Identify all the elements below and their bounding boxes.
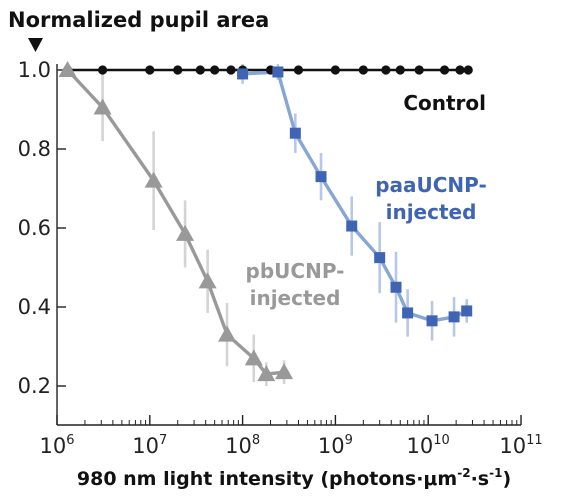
data-point <box>346 220 358 232</box>
axes: 0.2 0.4 0.6 0.8 1.0 106 107 108 109 1010 1011 <box>18 58 543 458</box>
series-line <box>66 68 285 376</box>
data-point <box>173 65 183 75</box>
y-axis-label: Normalized pupil area <box>8 8 269 32</box>
series-label-paaucnp: injected <box>386 200 477 224</box>
data-point <box>244 349 263 366</box>
data-point <box>330 65 340 75</box>
x-tick-label: 108 <box>225 433 260 458</box>
data-point <box>414 65 424 75</box>
data-point <box>315 171 327 183</box>
data-point <box>218 325 237 342</box>
y-axis-arrow <box>28 38 43 52</box>
data-point <box>390 281 402 293</box>
series-markers <box>58 61 473 382</box>
x-tick-label: 109 <box>318 433 353 458</box>
data-point <box>145 65 155 75</box>
data-point <box>426 315 438 327</box>
y-tick-label: 0.2 <box>18 374 51 398</box>
series-label-control: Control <box>403 91 486 115</box>
data-point <box>144 171 163 188</box>
data-point <box>237 68 249 80</box>
data-point <box>93 98 112 115</box>
data-point <box>439 65 450 75</box>
series-label-pbucnp: pbUCNP- <box>246 259 345 283</box>
data-point <box>455 65 465 75</box>
y-tick-label: 1.0 <box>18 58 51 82</box>
data-point <box>463 65 473 75</box>
data-point <box>226 65 236 75</box>
data-point <box>358 65 368 75</box>
chart-labels: Normalized pupil area 980 nm light intens… <box>8 8 511 490</box>
y-tick-label: 0.4 <box>18 295 51 319</box>
data-point <box>257 365 276 382</box>
data-point <box>275 363 294 380</box>
y-tick-label: 0.6 <box>18 216 51 240</box>
data-point <box>448 311 460 323</box>
data-point <box>293 65 304 75</box>
data-point <box>402 307 414 319</box>
data-point <box>272 66 284 78</box>
data-point <box>176 224 195 241</box>
data-point <box>395 65 405 75</box>
data-point <box>97 65 108 75</box>
x-tick-label: 107 <box>132 433 167 458</box>
data-point <box>198 272 217 289</box>
data-point <box>58 61 77 77</box>
data-point <box>374 252 386 264</box>
data-point <box>381 65 391 75</box>
data-point <box>461 305 473 317</box>
y-tick-label: 0.8 <box>18 137 51 161</box>
series-label-paaucnp: paaUCNP- <box>375 173 487 197</box>
x-tick-label: 1011 <box>499 433 542 458</box>
data-point <box>195 65 205 75</box>
x-axis-label: 980 nm light intensity (photons·μm-2·s-1… <box>77 466 511 490</box>
data-point <box>289 127 301 139</box>
x-tick-label: 1010 <box>407 433 450 458</box>
x-tick-label: 106 <box>39 433 74 458</box>
data-point <box>210 65 220 75</box>
series-label-pbucnp: injected <box>250 286 341 310</box>
